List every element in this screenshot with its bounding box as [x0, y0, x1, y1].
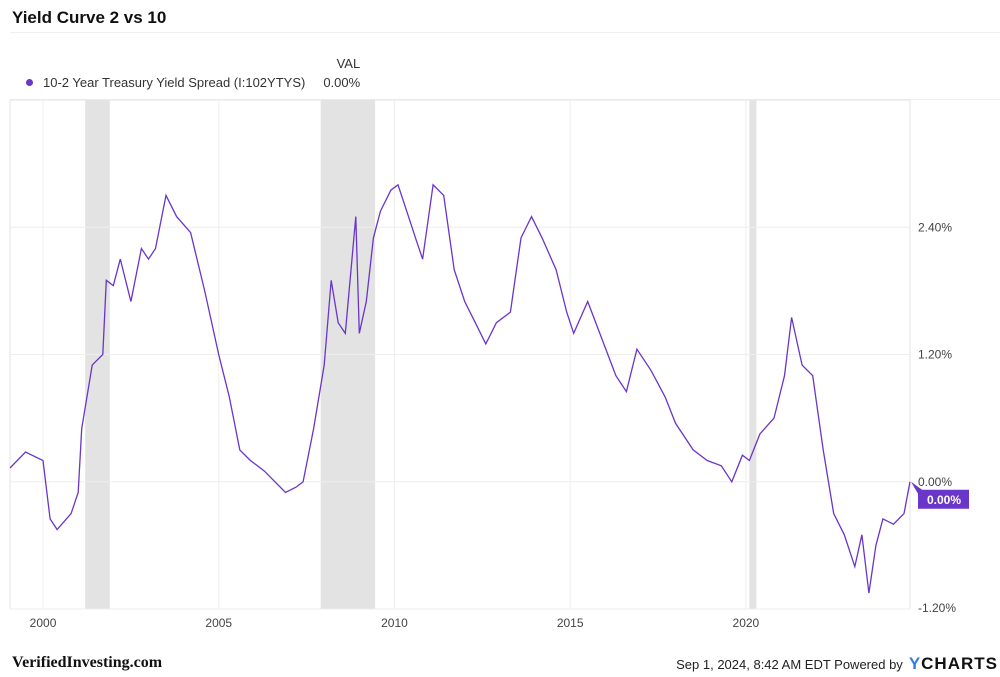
y-tick-label: 2.40% — [918, 220, 952, 234]
x-tick-label: 2010 — [381, 616, 408, 630]
legend-series-name: 10-2 Year Treasury Yield Spread (I:102YT… — [43, 75, 306, 90]
series-dot-icon — [26, 79, 33, 86]
footer-right: Sep 1, 2024, 8:42 AM EDT Powered by YCHA… — [676, 654, 998, 674]
x-tick-label: 2015 — [557, 616, 584, 630]
footer-timestamp: Sep 1, 2024, 8:42 AM EDT Powered by — [676, 657, 903, 672]
ycharts-logo-y: Y — [908, 654, 922, 673]
y-tick-label: -1.20% — [918, 601, 956, 615]
chart-title: Yield Curve 2 vs 10 — [12, 8, 167, 27]
ycharts-logo-text: CHARTS — [921, 654, 998, 673]
y-tick-label: 1.20% — [918, 348, 952, 362]
x-tick-label: 2005 — [205, 616, 232, 630]
legend-value: 0.00% — [323, 75, 361, 90]
last-value-label: 0.00% — [927, 493, 961, 507]
series-line — [9, 183, 911, 594]
x-tick-label: 2020 — [733, 616, 760, 630]
ycharts-logo: YCHARTS — [909, 654, 998, 674]
brand-logo: VerifiedInvesting.com — [12, 654, 163, 671]
legend-value-header: VAL — [336, 56, 361, 71]
legend: VAL 10-2 Year Treasury Yield Spread (I:1… — [26, 56, 360, 90]
last-value-tag — [911, 481, 969, 509]
legend-item[interactable]: 10-2 Year Treasury Yield Spread (I:102YT… — [26, 75, 305, 90]
y-tick-label: 0.00% — [918, 475, 952, 489]
x-tick-label: 2000 — [30, 616, 57, 630]
divider — [10, 32, 1000, 33]
